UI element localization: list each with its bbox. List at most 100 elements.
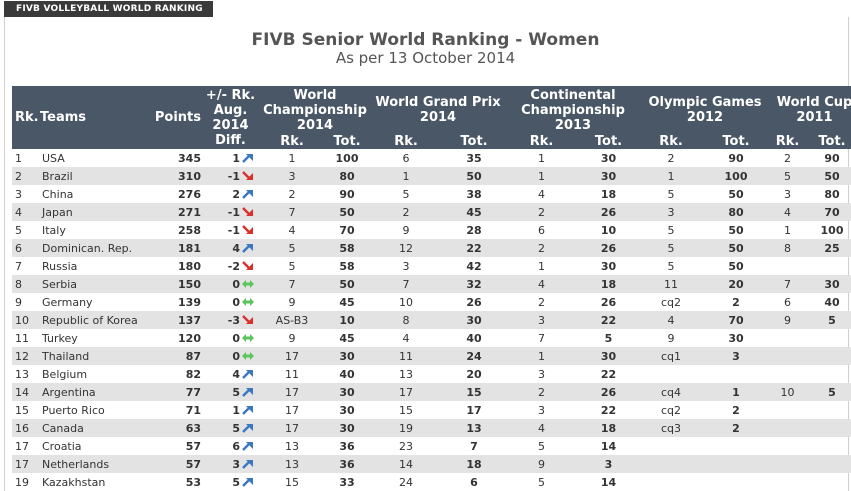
diff-value: 5 [232,421,240,435]
og-rank-cell: 4 [640,311,702,329]
cc-total-cell: 22 [600,367,617,381]
wc-rank-cell: 10 [770,383,805,401]
og-rank-cell: 3 [640,203,702,221]
cc-rank-cell: 2 [538,295,545,309]
table-row: 11 Turkey 120 0 9 45 4 40 7 5 9 30 [12,329,851,347]
rank-cell: 11 [15,331,29,345]
wch-total-cell: 10 [324,311,370,329]
header-teams: Teams [40,86,150,149]
wgp-total-cell: 45 [442,203,506,221]
wc-rank-cell: 1 [784,223,791,237]
og-total-cell [702,473,770,491]
wch-rank-cell: 11 [285,367,299,381]
team-cell: Croatia [42,439,82,453]
diff-value: 6 [232,439,240,453]
table-row: 12 Thailand 87 0 17 30 11 24 1 30 cq1 3 [12,347,851,365]
points-cell: 63 [150,419,201,437]
points-cell: 137 [150,311,201,329]
ranking-tab[interactable]: FIVB VOLLEYBALL WORLD RANKING [4,1,213,17]
points-cell: 181 [150,239,201,257]
wch-rank-cell: 15 [285,475,299,489]
team-cell: Dominican. Rep. [40,239,150,257]
og-rank-cell [640,455,702,473]
og-total-cell: 80 [702,203,770,221]
og-total-cell [702,455,770,473]
team-cell: Germany [42,295,93,309]
cc-rank-cell: 4 [538,187,545,201]
diff-cell: 0 [201,293,260,311]
arrow-same-icon [242,351,254,361]
points-cell: 77 [150,383,201,401]
wch-total-cell: 36 [324,455,370,473]
wch-rank-cell: 2 [288,187,296,201]
rank-cell: 4 [12,203,40,221]
table-row: 10 Republic of Korea 137 -3 AS-B3 10 8 30 3 22 4 70… [12,311,851,329]
cc-rank-cell: 3 [538,367,545,381]
header-cc-rk: Rk. [506,134,577,149]
wch-total-cell: 30 [324,419,370,437]
rank-cell: 6 [12,239,40,257]
diff-value: 4 [232,367,240,381]
rank-cell: 3 [15,187,22,201]
diff-value: -1 [227,205,240,219]
cc-rank-cell: 5 [538,475,545,489]
team-cell: Republic of Korea [40,311,150,329]
wgp-rank-cell: 8 [370,311,442,329]
team-cell: USA [42,151,65,165]
cc-rank-cell: 2 [506,203,577,221]
table-header-row: Rk. Teams Points +/- Rk. Aug. 2014 Diff.… [12,86,851,149]
wgp-rank-cell: 1 [370,167,442,185]
table-row: 16 Canada 63 5 17 30 19 13 4 18 cq3 2 [12,419,851,437]
og-rank-cell: cq2 [660,403,682,417]
wch-rank-cell: 17 [260,383,324,401]
cc-rank-cell: 2 [506,239,577,257]
wch-total-cell: 70 [339,223,355,237]
og-total-cell: 20 [702,275,770,293]
points-cell: 120 [178,331,201,345]
og-rank-cell [640,437,702,455]
wc-total-cell: 30 [805,275,851,293]
cc-rank-cell: 3 [538,403,545,417]
header-cc-tot: Tot. [577,134,640,149]
diff-cell: 1 [201,149,260,167]
cc-rank-cell: 1 [538,259,545,273]
arrow-up-icon [242,459,254,469]
wgp-total-cell: 6 [470,475,478,489]
rank-cell: 1 [15,151,22,165]
arrow-down-icon [242,260,254,271]
diff-cell: 4 [201,239,260,257]
wch-rank-cell: 17 [260,419,324,437]
wc-rank-cell: 5 [770,167,805,185]
rank-cell: 10 [12,311,40,329]
arrow-up-icon [242,189,254,199]
top-bar: FIVB VOLLEYBALL WORLD RANKING [0,0,851,17]
wc-total-cell [805,365,851,383]
wc-rank-cell [770,455,805,473]
points-cell: 57 [150,455,201,473]
wgp-rank-cell: 13 [399,367,413,381]
wch-rank-cell: 9 [288,295,296,309]
og-total-cell: 1 [702,383,770,401]
header-wch-rk: Rk. [260,134,324,149]
cc-rank-cell: 1 [538,151,545,165]
wc-total-cell: 80 [824,187,840,201]
cc-total-cell: 22 [577,311,640,329]
wch-total-cell: 30 [324,347,370,365]
cc-rank-cell: 9 [506,455,577,473]
team-cell: Argentina [40,383,150,401]
team-cell: Russia [42,259,78,273]
og-total-cell: 100 [702,167,770,185]
wgp-total-cell: 15 [442,383,506,401]
header-wc-rk: Rk. [770,134,805,149]
wch-rank-cell: 1 [288,151,296,165]
diff-value: 2 [232,187,240,201]
wc-total-cell [805,419,851,437]
wc-rank-cell: 9 [770,311,805,329]
wch-total-cell: 33 [339,475,355,489]
wch-rank-cell: 17 [285,403,299,417]
page-title: FIVB Senior World Ranking - Women [251,30,600,50]
og-rank-cell: cq3 [640,419,702,437]
og-rank-cell: 5 [667,259,675,273]
wc-rank-cell: 3 [784,187,791,201]
arrow-down-icon [242,224,254,235]
